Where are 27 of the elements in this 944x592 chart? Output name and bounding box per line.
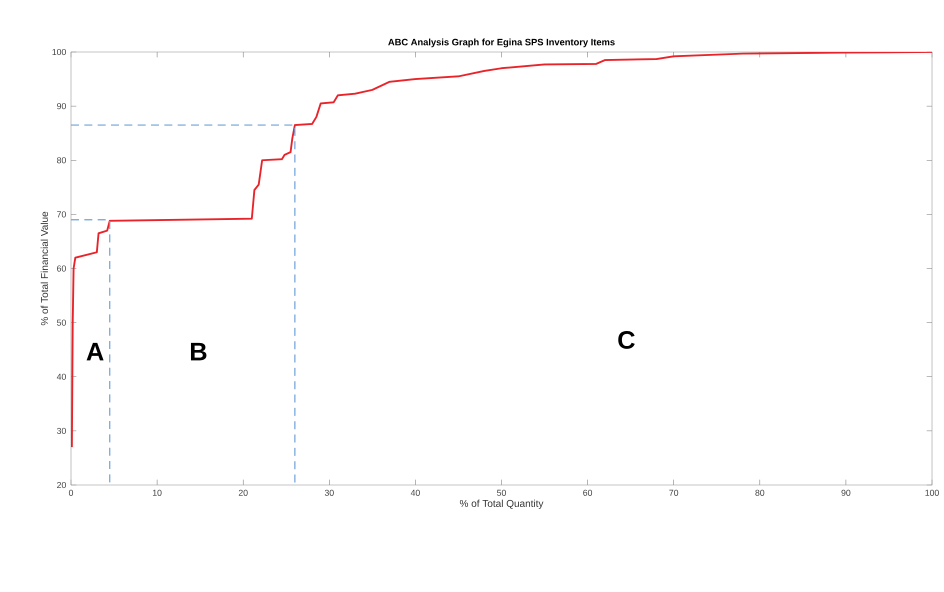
- x-tick-label: 80: [755, 490, 764, 496]
- y-tick-label: 80: [57, 157, 66, 164]
- y-tick-label: 60: [57, 265, 66, 272]
- line-series: [71, 52, 932, 448]
- chart-title: ABC Analysis Graph for Egina SPS Inventory Items: [388, 38, 615, 48]
- y-axis-title: % of Total Financial Value: [40, 212, 48, 326]
- x-tick-label: 10: [152, 490, 162, 496]
- x-tick-label: 30: [324, 490, 334, 496]
- annotation: A: [86, 342, 104, 360]
- x-tick-label: 90: [841, 490, 850, 496]
- x-axis-title: % of Total Quantity: [460, 500, 544, 509]
- y-tick-label: 100: [52, 48, 66, 56]
- y-tick-label: 30: [56, 428, 66, 434]
- annotation: B: [190, 342, 206, 360]
- x-tick-label: 0: [68, 490, 74, 496]
- y-tick-label: 40: [56, 374, 66, 380]
- x-tick-label: 100: [925, 490, 939, 496]
- annotation: C: [618, 330, 635, 349]
- y-tick-label: 20: [57, 482, 66, 488]
- x-tick-label: 50: [497, 490, 506, 496]
- y-tick-label: 70: [57, 211, 66, 218]
- x-tick-label: 40: [410, 490, 420, 496]
- x-tick-label: 70: [669, 490, 678, 496]
- x-tick-label: 20: [238, 490, 248, 496]
- y-tick-label: 50: [57, 320, 66, 326]
- x-tick-label: 60: [583, 490, 592, 496]
- y-tick-label: 90: [57, 103, 66, 110]
